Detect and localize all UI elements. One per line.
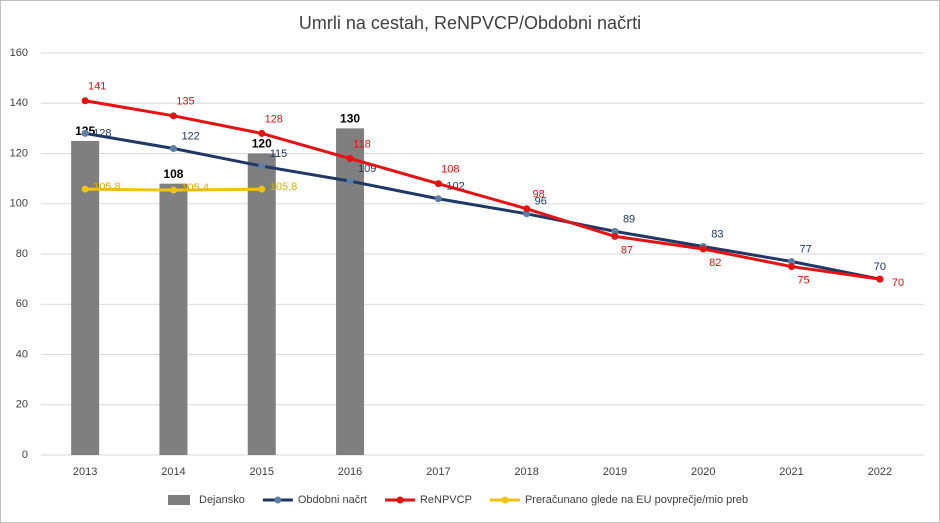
data-label: 122 (181, 130, 199, 142)
marker (434, 195, 442, 203)
marker (611, 227, 619, 235)
bar-label: 120 (252, 137, 272, 151)
marker (876, 275, 884, 283)
data-label: 77 (800, 243, 812, 255)
data-label: 105,8 (270, 181, 298, 193)
data-label: 135 (176, 96, 194, 108)
bar-label: 108 (163, 167, 183, 181)
marker (523, 205, 531, 213)
x-tick-label: 2013 (73, 466, 97, 478)
marker (169, 186, 177, 194)
line (84, 131, 881, 281)
legend-marker (501, 496, 509, 504)
y-tick-label: 20 (16, 399, 28, 411)
marker (611, 232, 619, 240)
marker (81, 97, 89, 105)
y-tick-label: 80 (16, 248, 28, 260)
data-label: 96 (535, 196, 547, 208)
marker (169, 144, 177, 152)
data-label: 82 (709, 257, 721, 269)
data-label: 105,8 (93, 181, 121, 193)
x-tick-label: 2015 (250, 466, 274, 478)
x-tick-label: 2019 (603, 466, 627, 478)
marker (788, 263, 796, 271)
bar (159, 183, 188, 455)
marker (434, 180, 442, 188)
marker (258, 185, 266, 193)
data-label: 70 (874, 261, 886, 273)
marker (81, 185, 89, 193)
legend-label: Obdobni načrt (298, 494, 367, 506)
legend-label: Preračunano glede na EU povprečje/mio pr… (525, 494, 748, 506)
legend-label: Dejansko (199, 494, 245, 506)
x-tick-label: 2014 (161, 466, 185, 478)
x-tick-label: 2017 (426, 466, 450, 478)
y-tick-label: 100 (10, 198, 28, 210)
marker (258, 129, 266, 137)
data-label: 141 (88, 81, 106, 93)
x-tick-label: 2020 (691, 466, 715, 478)
data-label: 118 (353, 138, 371, 150)
marker (699, 245, 707, 253)
data-label: 115 (270, 148, 288, 160)
line (84, 99, 881, 281)
x-tick-label: 2022 (868, 466, 892, 478)
legend-label: ReNPVCP (420, 494, 472, 506)
data-label: 98 (533, 189, 545, 201)
marker (788, 258, 796, 266)
y-tick-label: 120 (10, 147, 28, 159)
bar-label: 130 (340, 112, 360, 126)
marker (346, 155, 354, 163)
data-label: 89 (623, 213, 635, 225)
chart-title: Umrli na cestah, ReNPVCP/Obdobni načrti (299, 13, 641, 33)
marker (258, 162, 266, 170)
marker (346, 177, 354, 185)
data-label: 105,4 (181, 182, 209, 194)
marker (169, 112, 177, 120)
data-label: 70 (892, 277, 904, 289)
data-label: 87 (621, 244, 633, 256)
x-tick-label: 2018 (514, 466, 538, 478)
y-tick-label: 40 (16, 348, 28, 360)
marker (523, 210, 531, 218)
bar (247, 153, 276, 455)
bar (71, 140, 100, 455)
y-tick-label: 0 (22, 449, 28, 461)
x-tick-label: 2016 (338, 466, 362, 478)
data-label: 75 (797, 274, 809, 286)
legend-marker (396, 496, 404, 504)
legend-swatch (168, 495, 190, 505)
bar (336, 128, 365, 455)
y-tick-label: 160 (10, 47, 28, 59)
x-tick-label: 2021 (779, 466, 803, 478)
data-label: 128 (265, 113, 283, 125)
y-tick-label: 140 (10, 97, 28, 109)
legend-marker (274, 496, 282, 504)
data-label: 108 (441, 164, 459, 176)
data-label: 83 (711, 228, 723, 240)
data-label: 128 (93, 127, 111, 139)
marker (81, 129, 89, 137)
y-tick-label: 60 (16, 298, 28, 310)
